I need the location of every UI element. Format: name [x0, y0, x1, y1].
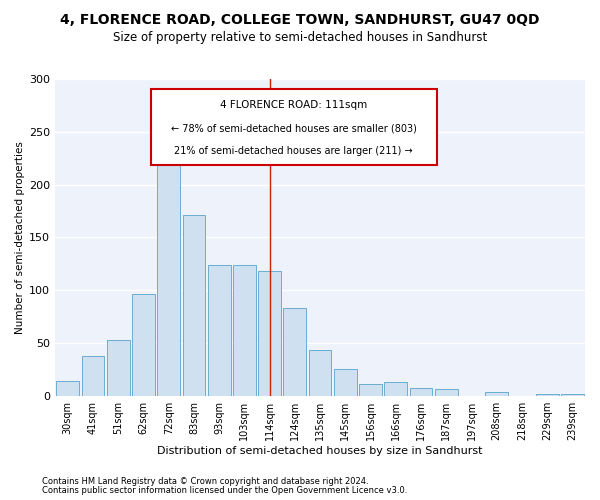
Bar	[132, 294, 155, 396]
Text: 4, FLORENCE ROAD, COLLEGE TOWN, SANDHURST, GU47 0QD: 4, FLORENCE ROAD, COLLEGE TOWN, SANDHURS…	[60, 12, 540, 26]
Text: 4 FLORENCE ROAD: 111sqm: 4 FLORENCE ROAD: 111sqm	[220, 100, 367, 110]
Bar	[309, 350, 331, 396]
Bar	[410, 388, 433, 396]
Text: 21% of semi-detached houses are larger (211) →: 21% of semi-detached houses are larger (…	[174, 146, 413, 156]
Bar	[56, 381, 79, 396]
Bar	[157, 152, 180, 396]
Bar	[151, 88, 437, 164]
Bar	[283, 308, 306, 396]
Bar	[359, 384, 382, 396]
Bar	[233, 265, 256, 396]
Bar	[258, 271, 281, 396]
X-axis label: Distribution of semi-detached houses by size in Sandhurst: Distribution of semi-detached houses by …	[157, 446, 483, 456]
Text: Contains public sector information licensed under the Open Government Licence v3: Contains public sector information licen…	[42, 486, 407, 495]
Text: Contains HM Land Registry data © Crown copyright and database right 2024.: Contains HM Land Registry data © Crown c…	[42, 477, 368, 486]
Y-axis label: Number of semi-detached properties: Number of semi-detached properties	[15, 141, 25, 334]
Bar	[561, 394, 584, 396]
Bar	[82, 356, 104, 396]
Bar	[385, 382, 407, 396]
Bar	[485, 392, 508, 396]
Bar	[536, 394, 559, 396]
Bar	[334, 370, 356, 396]
Bar	[182, 215, 205, 396]
Text: Size of property relative to semi-detached houses in Sandhurst: Size of property relative to semi-detach…	[113, 31, 487, 44]
Bar	[107, 340, 130, 396]
Bar	[208, 265, 230, 396]
Text: ← 78% of semi-detached houses are smaller (803): ← 78% of semi-detached houses are smalle…	[170, 123, 416, 133]
Bar	[435, 390, 458, 396]
